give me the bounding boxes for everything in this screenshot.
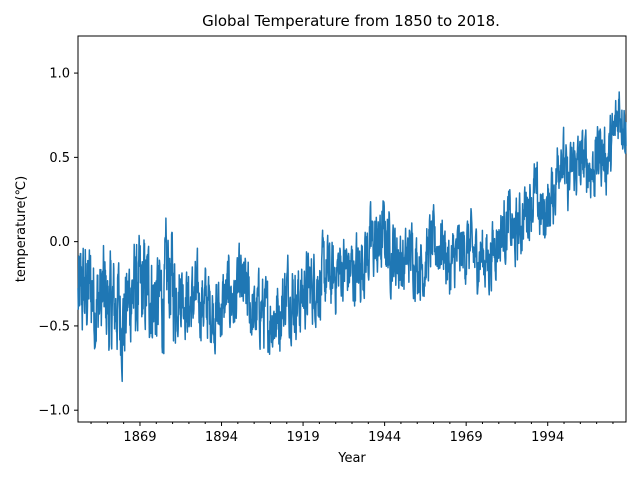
y-tick-label: 0.5 bbox=[49, 151, 70, 166]
x-tick-label: 1994 bbox=[531, 430, 564, 445]
temperature-series-line bbox=[77, 91, 627, 383]
x-axis-title: Year bbox=[337, 451, 366, 466]
y-axis-title: temperature(℃) bbox=[14, 176, 29, 282]
y-tick-label: −0.5 bbox=[38, 319, 70, 334]
y-tick-label: −1.0 bbox=[38, 404, 70, 419]
y-tick-label: 0.0 bbox=[49, 235, 70, 250]
x-tick-label: 1969 bbox=[450, 430, 483, 445]
x-tick-label: 1894 bbox=[205, 430, 238, 445]
chart-title: Global Temperature from 1850 to 2018. bbox=[202, 12, 500, 30]
y-tick-label: 1.0 bbox=[49, 67, 70, 82]
x-tick-label: 1944 bbox=[368, 430, 401, 445]
x-tick-label: 1919 bbox=[287, 430, 320, 445]
x-axis-ticks: 1869 1894 1919 1944 1969 1994 bbox=[90, 422, 614, 445]
x-tick-label: 1869 bbox=[123, 430, 156, 445]
series-layer bbox=[77, 91, 627, 383]
y-axis-ticks: −1.0 −0.5 0.0 0.5 1.0 bbox=[38, 67, 78, 419]
